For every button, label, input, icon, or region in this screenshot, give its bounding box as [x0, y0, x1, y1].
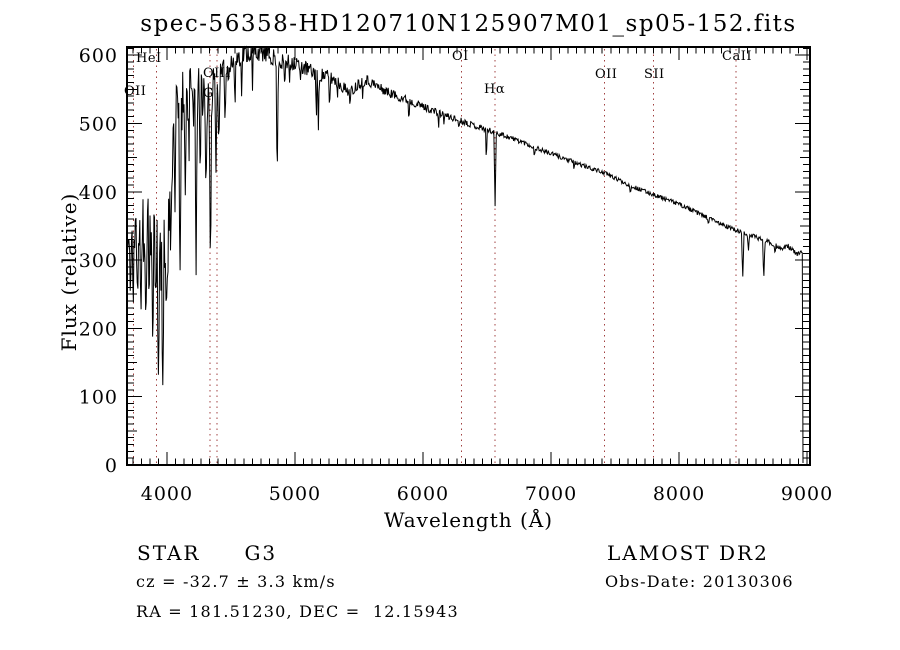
x-tick-label: 5000: [269, 483, 321, 505]
radial-velocity: cz = -32.7 ± 3.3 km/s: [136, 572, 336, 591]
y-tick-label: 100: [79, 387, 118, 409]
y-tick-label: 400: [79, 182, 118, 204]
subclass-label: G3: [244, 541, 278, 565]
spectral-line-label: SII: [644, 67, 665, 82]
spectral-line-label: OIII: [203, 66, 231, 81]
x-tick-label: 4000: [141, 483, 193, 505]
obs-date: Obs-Date: 20130306: [605, 572, 794, 591]
class-label: STAR: [137, 541, 201, 565]
spectral-line-label: Hα: [484, 82, 505, 97]
y-tick-label: 600: [79, 45, 118, 67]
spectral-line-label: OI: [452, 49, 469, 64]
x-tick-label: 6000: [397, 483, 449, 505]
survey-release: LAMOST DR2: [607, 541, 769, 565]
x-tick-label: 8000: [653, 483, 705, 505]
y-tick-label: 0: [105, 455, 118, 477]
plot-border: [126, 46, 811, 466]
ra-dec: RA = 181.51230, DEC = 12.15943: [136, 602, 459, 621]
plot-title: spec-56358-HD120710N125907M01_sp05-152.f…: [140, 11, 797, 37]
y-tick-label: 200: [79, 318, 118, 340]
spectral-line-label: HeI: [136, 51, 162, 66]
spectral-line-label: OII: [124, 84, 146, 99]
axis-ticks: [127, 47, 810, 465]
spectrum-trace: [126, 45, 804, 464]
spectral-line-label: G: [203, 86, 214, 101]
object-classification: STAR G3: [137, 541, 277, 565]
spectral-line-label: CaII: [722, 49, 752, 64]
y-tick-label: 500: [79, 113, 118, 135]
x-tick-label: 7000: [525, 483, 577, 505]
y-tick-label: 300: [79, 250, 118, 272]
x-tick-label: 9000: [781, 483, 833, 505]
spectral-line-label: OII: [595, 67, 617, 82]
x-axis-title: Wavelength (Å): [383, 508, 554, 532]
